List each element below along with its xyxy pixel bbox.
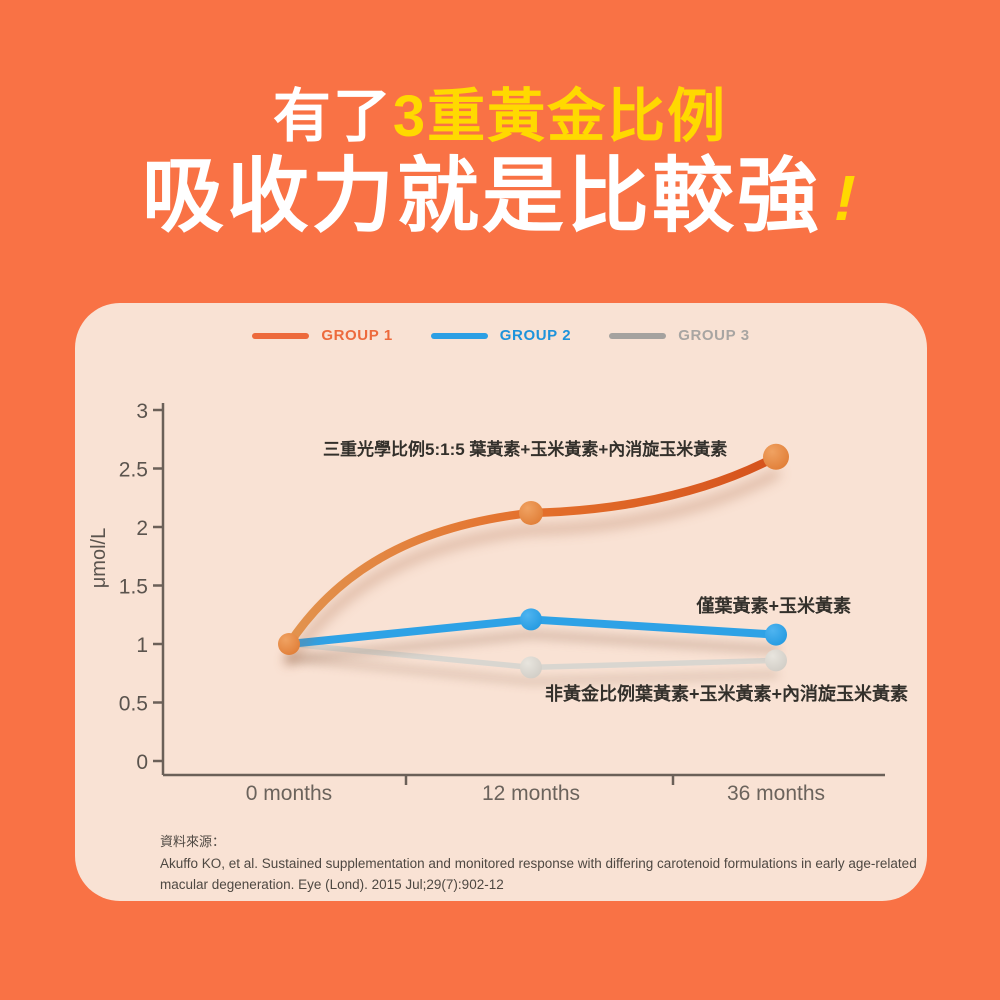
headline-line1-yellow: 3重黃金比例 [392,84,728,149]
source-line-2: macular degeneration. Eye (Lond). 2015 J… [160,877,504,892]
legend-label-group3: GROUP 3 [678,327,750,344]
y-tick-label: 3 [136,400,148,423]
x-category-label: 12 months [482,782,580,805]
chart-panel: GROUP 1 GROUP 2 GROUP 3 0 0.5 1 1.5 2 2.5 3 μmo… [75,303,927,901]
headline-line1-white: 有了 [272,84,393,149]
source-line-1: Akuffo KO, et al. Sustained supplementat… [160,856,917,871]
chart-legend: GROUP 1 GROUP 2 GROUP 3 [75,327,927,344]
x-category-label: 0 months [246,782,332,805]
data-point-group1 [278,633,300,655]
data-point-group3 [520,656,542,679]
legend-line-swatch-group1 [252,332,310,339]
data-point-group3 [765,649,787,672]
y-tick-label: 1 [136,634,148,657]
y-tick-label: 0.5 [119,693,148,716]
series-annotation-group2: 僅葉黃素+玉米黃素 [695,595,851,616]
x-category-label: 36 months [727,782,825,805]
series-annotation-group3: 非黃金比例葉黃素+玉米黃素+內消旋玉米黃素 [545,683,908,704]
legend-label-group1: GROUP 1 [321,327,393,344]
exclamation-mark: ! [827,162,867,234]
legend-item-group3: GROUP 3 [609,327,749,344]
legend-line-swatch-group3 [609,332,667,339]
y-tick-label: 2 [136,517,148,540]
headline-line2-text: 吸收力就是比較強 [141,151,822,242]
headline: 有了3重黃金比例 吸收力就是比較強! [0,84,1000,247]
legend-item-group2: GROUP 2 [430,327,572,344]
source-citation: 資料來源： Akuffo KO, et al. Sustained supple… [160,831,920,895]
legend-item-group1: GROUP 1 [252,327,392,344]
data-point-group1 [763,443,789,470]
headline-line2: 吸收力就是比較強! [0,152,1000,247]
series-annotation-group1: 三重光學比例5:1:5 葉黃素+玉米黃素+內消旋玉米黃素 [323,439,727,459]
line-chart: 0 0.5 1 1.5 2 2.5 3 μmol/L 0 months 12 months 36 m… [88,400,908,805]
source-label: 資料來源： [160,834,226,849]
legend-label-group2: GROUP 2 [499,327,572,344]
y-tick-label: 1.5 [119,576,148,599]
data-point-group2 [520,608,542,631]
y-tick-label: 0 [136,751,148,774]
y-tick-label: 2.5 [119,459,148,482]
data-point-group2 [765,623,787,646]
headline-line1: 有了3重黃金比例 [0,84,1000,150]
legend-line-swatch-group2 [430,332,488,339]
data-point-group1 [519,500,543,525]
y-axis-label: μmol/L [88,528,110,588]
